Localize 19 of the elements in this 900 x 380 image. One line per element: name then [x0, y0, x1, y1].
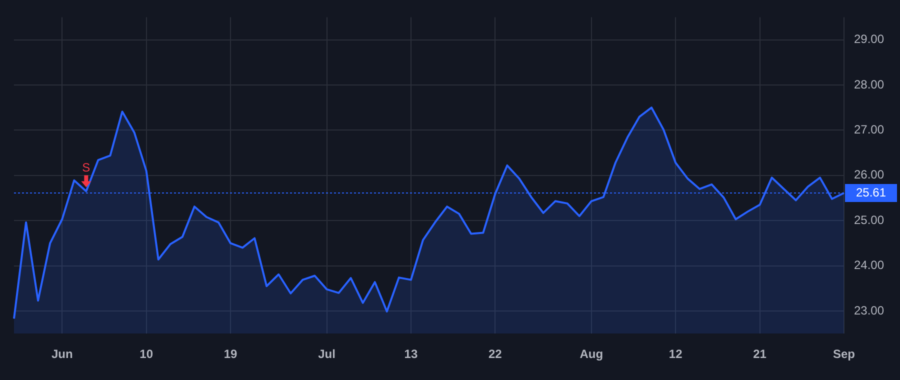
x-tick-label: 22 [488, 347, 502, 362]
annotation: S [82, 160, 90, 175]
y-tick-label: 27.00 [854, 122, 884, 137]
y-tick-label: 24.00 [854, 258, 884, 272]
x-tick-label: 21 [753, 347, 767, 362]
x-tick-label: 10 [140, 347, 154, 362]
x-tick-label: Jun [51, 347, 73, 362]
ref-line-label: 25.61 [856, 185, 886, 200]
y-tick-label: 28.00 [854, 77, 884, 92]
x-tick-label: 13 [404, 347, 418, 362]
y-tick-label: 29.00 [854, 32, 884, 46]
x-tick-label: Jul [318, 347, 336, 362]
y-tick-label: 26.00 [854, 168, 884, 182]
y-tick-label: 25.00 [854, 212, 884, 227]
x-tick-label: 12 [668, 347, 683, 362]
x-tick-label: Aug [580, 347, 604, 362]
x-tick-label: Sep [832, 347, 856, 362]
x-tick-label: 19 [224, 347, 238, 362]
y-tick-label: 23.00 [854, 303, 884, 318]
